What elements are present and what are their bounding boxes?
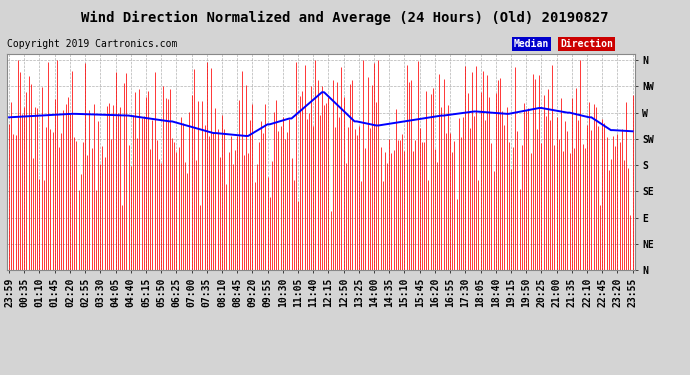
Text: Copyright 2019 Cartronics.com: Copyright 2019 Cartronics.com xyxy=(7,39,177,50)
Text: Direction: Direction xyxy=(560,39,613,50)
Text: Median: Median xyxy=(514,39,549,50)
Text: Wind Direction Normalized and Average (24 Hours) (Old) 20190827: Wind Direction Normalized and Average (2… xyxy=(81,11,609,26)
